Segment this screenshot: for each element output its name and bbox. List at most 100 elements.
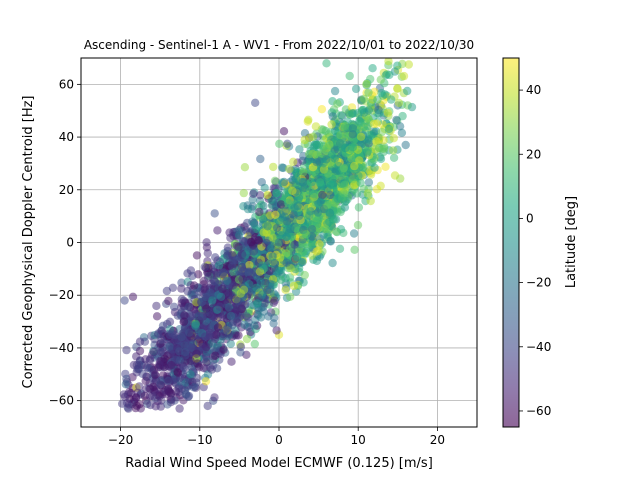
scatter-point (291, 174, 301, 183)
scatter-point (249, 189, 258, 198)
scatter-point (323, 201, 332, 210)
scatter-point (135, 382, 144, 391)
scatter-point (395, 122, 405, 131)
scatter-point (286, 292, 295, 301)
scatter-point (304, 115, 313, 125)
scatter-point (297, 248, 307, 258)
scatter-point (279, 127, 289, 136)
scatter-point (240, 163, 250, 172)
scatter-point (265, 285, 275, 294)
scatter-point (152, 312, 162, 321)
scatter-point (146, 400, 155, 410)
scatter-point (202, 342, 211, 352)
scatter-point (393, 84, 402, 93)
scatter-point (266, 244, 275, 253)
scatter-point (228, 262, 237, 271)
scatter-point (354, 203, 364, 212)
scatter-point (333, 99, 342, 108)
scatter-point (407, 102, 417, 112)
scatter-point (215, 302, 224, 311)
scatter-point (288, 186, 297, 195)
scatter-point (197, 297, 206, 307)
scatter-point (321, 224, 330, 234)
scatter-point (188, 271, 197, 281)
scatter-point (202, 352, 211, 361)
scatter-point (340, 123, 349, 132)
scatter-point (226, 311, 236, 321)
scatter-point (348, 130, 357, 139)
scatter-point (175, 356, 185, 365)
scatter-point (228, 281, 238, 290)
scatter-point (285, 164, 294, 174)
scatter-point (299, 278, 308, 287)
scatter-point (247, 238, 256, 247)
y-tick-label: 0 (66, 236, 74, 250)
scatter-point (299, 167, 308, 177)
scatter-point (232, 255, 241, 265)
y-tick-label: −40 (49, 341, 74, 355)
scatter-point (180, 311, 189, 320)
scatter-point (286, 224, 295, 234)
scatter-point (236, 348, 245, 357)
scatter-point (375, 143, 384, 152)
scatter-point (372, 137, 381, 146)
scatter-point (186, 356, 195, 366)
scatter-point (328, 258, 337, 268)
scatter-point (120, 392, 130, 402)
scatter-point (164, 296, 173, 306)
scatter-point (175, 347, 184, 356)
x-tick-label: 0 (275, 433, 283, 447)
scatter-point (315, 240, 324, 249)
scatter-point (295, 145, 304, 154)
scatter-point (152, 301, 161, 311)
scatter-point (384, 58, 393, 66)
scatter-point (213, 226, 222, 235)
scatter-point (345, 71, 354, 81)
scatter-point (146, 384, 155, 393)
scatter-point (156, 380, 165, 389)
scatter-point (211, 270, 220, 279)
scatter-point (251, 98, 260, 108)
scatter-point (177, 278, 186, 287)
scatter-point (175, 404, 184, 413)
scatter-point (227, 291, 236, 300)
scatter-point (336, 131, 345, 140)
scatter-point (384, 124, 394, 134)
scatter-point (279, 177, 289, 187)
colorbar-tick-label: 20 (526, 147, 541, 161)
scatter-point (238, 267, 247, 276)
scatter-point (249, 247, 259, 256)
scatter-point (202, 238, 211, 247)
scatter-point (264, 312, 273, 321)
scatter-point (213, 323, 223, 332)
scatter-point (250, 339, 259, 349)
scatter-point (238, 274, 247, 284)
scatter-point (348, 143, 357, 152)
scatter-point (179, 317, 189, 326)
scatter-point (268, 252, 277, 261)
scatter-point (120, 296, 129, 305)
y-axis-label: Corrected Geophysical Doppler Centroid [… (21, 95, 36, 388)
scatter-point (242, 334, 252, 344)
scatter-point (283, 198, 293, 207)
colorbar: −60 −40 −20 0 20 40 Latitude [deg] (502, 57, 579, 428)
scatter-point (270, 296, 279, 305)
scatter-point (323, 232, 332, 242)
scatter-point (298, 178, 308, 187)
scatter-point (330, 86, 340, 96)
scatter-point (271, 210, 280, 219)
scatter-point (166, 389, 176, 398)
scatter-point (214, 261, 224, 270)
scatter-point (327, 120, 336, 129)
scatter-point (269, 233, 278, 243)
scatter-point (122, 374, 131, 384)
scatter-point (227, 321, 237, 330)
scatter-point (330, 215, 339, 224)
scatter-point (353, 220, 363, 230)
scatter-point (200, 262, 209, 272)
scatter-point (131, 403, 140, 413)
scatter-point (124, 404, 133, 413)
scatter-point (272, 223, 282, 232)
scatter-point (202, 304, 211, 313)
scatter-point (243, 201, 252, 210)
